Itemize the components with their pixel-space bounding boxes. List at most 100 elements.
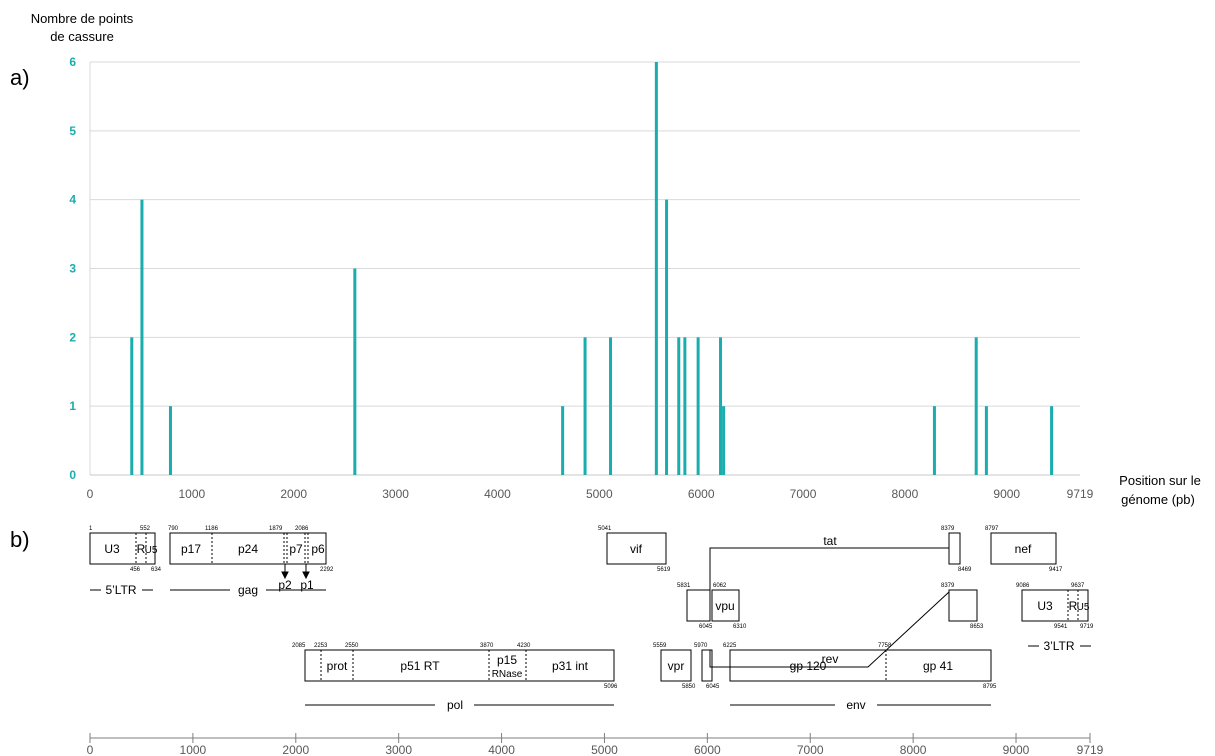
gene-label: nef [1015, 542, 1032, 556]
gene-label: p17 [181, 542, 201, 556]
bar [561, 406, 565, 475]
p1-arrow-head [302, 571, 310, 580]
scale-tick-label: 1000 [180, 743, 207, 756]
x-tick-label: 8000 [892, 487, 919, 501]
x-tick-label: 2000 [280, 487, 307, 501]
coord: 2086 [295, 526, 309, 532]
bar [609, 337, 613, 475]
region-lines [90, 589, 1091, 706]
scale-tick-label: 7000 [797, 743, 824, 756]
gene-label: p31 int [552, 659, 589, 673]
panel-b-label: b) [10, 527, 30, 552]
coord: 5559 [653, 643, 667, 649]
coord: 2253 [314, 643, 328, 649]
tat-splice-line [709, 547, 949, 590]
gene-label: vpu [715, 599, 734, 613]
bar [932, 406, 936, 475]
bar [665, 199, 669, 475]
coord: 7758 [878, 643, 892, 649]
bar [654, 62, 658, 475]
coord: 8379 [941, 583, 955, 589]
gene-label: p51 RT [400, 659, 440, 673]
y-tick-label: 1 [69, 399, 76, 413]
x-tick-label: 5000 [586, 487, 613, 501]
bar [677, 337, 681, 475]
scale-tick-label: 3000 [385, 743, 412, 756]
gene-label: p7 [289, 542, 303, 556]
rev-exon2-box [948, 589, 978, 622]
splice-lines [709, 547, 950, 668]
region-label: 3’LTR [1043, 639, 1074, 653]
y-tick-label: 5 [69, 124, 76, 138]
coord: 8797 [985, 526, 999, 532]
env-box [729, 649, 992, 682]
segment-dividers [135, 533, 1079, 681]
region-label: 5’LTR [105, 583, 136, 597]
coord: 2085 [292, 643, 306, 649]
gene-label: tat [823, 534, 837, 548]
gene-label: rev [822, 652, 839, 666]
coord: 9637 [1071, 583, 1085, 589]
x-tick-label: 7000 [790, 487, 817, 501]
coord: 9086 [1016, 583, 1030, 589]
bar [168, 406, 172, 475]
bar [974, 337, 978, 475]
coord: 8469 [958, 567, 972, 573]
coord: 8653 [970, 624, 984, 630]
cleavage-arrows [281, 564, 310, 580]
coord: 2550 [345, 643, 359, 649]
gene-label: p2 [278, 578, 292, 592]
gene-label: R [1069, 599, 1078, 613]
bar [696, 337, 700, 475]
coord: 1186 [205, 526, 219, 532]
gene-label: gp 120 [790, 659, 827, 673]
y-axis-title-line1: Nombre de points [31, 11, 134, 26]
gene-label: vpr [668, 659, 685, 673]
coord: 6225 [723, 643, 737, 649]
coord: 1 [89, 526, 93, 532]
region-label: pol [447, 698, 463, 712]
x-tick-label: 3000 [382, 487, 409, 501]
scale-tick-label: 2000 [282, 743, 309, 756]
bar [683, 337, 687, 475]
y-tick-label: 0 [69, 468, 76, 482]
x-axis-title-line2: génome (pb) [1121, 492, 1195, 507]
gag-box [169, 532, 327, 565]
coord: 790 [168, 526, 179, 532]
bar-series [130, 62, 1054, 475]
bar [130, 337, 134, 475]
coord: 456 [130, 567, 141, 573]
gene-label: R [137, 542, 146, 556]
pol-box [304, 649, 615, 682]
scale-tick-label: 6000 [694, 743, 721, 756]
gene-label: vif [630, 542, 643, 556]
coord: 9541 [1054, 624, 1068, 630]
vif-box [606, 532, 667, 565]
x-tick-label: 0 [87, 487, 94, 501]
gene-label: p24 [238, 542, 258, 556]
ltr3-box [1021, 589, 1089, 622]
bar [719, 337, 723, 475]
panel-a-label: a) [10, 65, 30, 90]
scale-tick-label: 9000 [1003, 743, 1030, 756]
coord: 5096 [604, 684, 618, 690]
rev-exon1-box [701, 649, 713, 682]
scale-tick-label: 0 [87, 743, 94, 756]
tat-exon2-box [948, 532, 961, 565]
coord: 9417 [1049, 567, 1063, 573]
y-tick-labels: 0 1 2 3 4 5 6 [69, 55, 76, 482]
gene-label: gp 41 [923, 659, 953, 673]
region-label: gag [238, 583, 258, 597]
coord: 6045 [699, 624, 713, 630]
scale-tick-label: 9719 [1077, 743, 1104, 756]
y-tick-label: 3 [69, 262, 76, 276]
bar [583, 337, 587, 475]
region-label: env [846, 698, 865, 712]
coord: 552 [140, 526, 151, 532]
gene-label: U3 [1037, 599, 1053, 613]
scale-tick-label: 5000 [591, 743, 618, 756]
gene-label: U3 [104, 542, 120, 556]
coord: 3870 [480, 643, 494, 649]
x-tick-label: 4000 [484, 487, 511, 501]
